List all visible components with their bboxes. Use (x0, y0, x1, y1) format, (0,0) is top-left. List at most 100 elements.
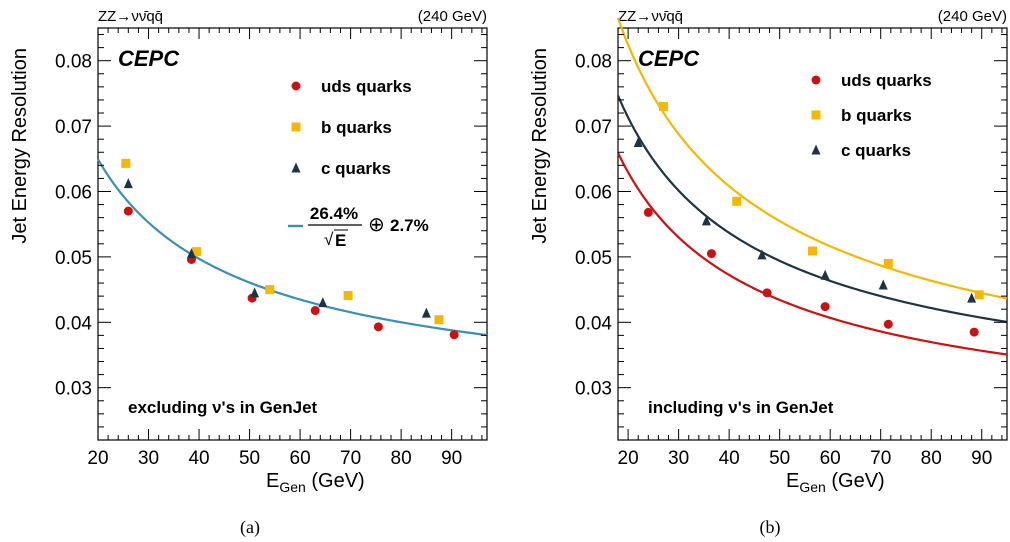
y-tick-label: 0.08 (55, 52, 92, 73)
plot-frame (617, 27, 1008, 441)
fit-curve-2 (616, 95, 1008, 324)
data-point-square (808, 246, 817, 256)
y-tick-label: 0.06 (575, 182, 612, 203)
x-tick-label: 70 (870, 448, 891, 469)
x-tick-label: 90 (441, 448, 462, 469)
data-point-circle (310, 306, 320, 316)
experiment-label: CEPC (118, 46, 180, 71)
chart-title: ZZ→νν̄qq̄ (98, 8, 163, 25)
x-tick-label: 60 (290, 448, 311, 469)
data-point-square (192, 247, 202, 257)
data-point-triangle (250, 287, 260, 298)
data-point-circle (762, 288, 772, 298)
x-tick-label: 70 (340, 448, 361, 469)
data-point-triangle (633, 136, 643, 147)
data-point-square (883, 258, 893, 268)
y-tick-label: 0.05 (575, 248, 612, 269)
y-tick-label: 0.07 (55, 117, 92, 138)
data-point-square (434, 315, 444, 325)
panel-label: (b) (760, 517, 781, 538)
legend-label: c quarks (321, 159, 391, 178)
legend-marker-triangle (291, 162, 301, 173)
oplus-symbol: ⊕ (368, 214, 385, 236)
x-tick-label: 60 (820, 448, 841, 469)
legend-marker-circle (291, 81, 301, 91)
fit-curve-1 (617, 152, 1008, 356)
fit-constant-term: 2.7% (390, 216, 429, 235)
chart-subtitle: (240 GeV) (418, 8, 487, 25)
data-point-triangle (186, 248, 196, 259)
x-tick-label: 20 (618, 448, 639, 469)
legend-label: c quarks (841, 141, 911, 160)
data-point-triangle (123, 178, 133, 189)
x-axis-label-main: E (786, 470, 799, 492)
data-point-circle (883, 319, 893, 329)
fit-stochastic-term: 26.4% (310, 204, 358, 223)
x-axis-label-unit: (GeV) (306, 470, 365, 492)
data-point-triangle (878, 279, 888, 290)
x-axis-label: EGen (GeV) (786, 470, 885, 495)
panel-label: (a) (240, 517, 260, 538)
experiment-label: CEPC (638, 46, 700, 71)
x-tick-label: 30 (138, 448, 159, 469)
sqrt-symbol: √ (324, 230, 334, 249)
x-tick-label: 90 (971, 448, 992, 469)
legend-marker-square (291, 122, 301, 132)
data-point-square (732, 196, 742, 206)
x-axis-label: EGen (GeV) (266, 470, 365, 495)
x-axis-label-unit: (GeV) (826, 470, 885, 492)
fit-curve-1 (97, 158, 488, 337)
data-point-circle (643, 207, 653, 217)
data-point-circle (820, 302, 830, 312)
data-point-triangle (820, 269, 830, 280)
data-point-square (658, 101, 668, 111)
data-point-triangle (701, 215, 711, 226)
y-tick-label: 0.06 (55, 182, 92, 203)
x-tick-label: 50 (239, 448, 260, 469)
x-tick-label: 80 (391, 448, 412, 469)
fit-curve-3 (616, 17, 1008, 300)
data-point-square (265, 285, 275, 295)
x-tick-label: 50 (769, 448, 790, 469)
legend-label: uds quarks (841, 71, 932, 90)
energy-symbol: E (335, 231, 346, 250)
plot-frame (97, 27, 488, 441)
data-point-circle (373, 322, 383, 332)
y-tick-label: 0.08 (575, 52, 612, 73)
data-point-square (974, 290, 984, 300)
y-tick-label: 0.07 (575, 117, 612, 138)
y-axis-label: Jet Energy Resolution (9, 48, 31, 244)
y-axis-label: Jet Energy Resolution (529, 48, 551, 244)
legend-marker-circle (811, 75, 821, 85)
x-tick-label: 20 (87, 448, 108, 469)
x-tick-label: 80 (921, 448, 942, 469)
legend-marker-square (811, 110, 821, 120)
x-tick-label: 30 (668, 448, 689, 469)
chart-panel-1: ZZ→νν̄qq̄ (240 GeV) 20 30 40 50 60 70 80 90 0.03 0.… (9, 8, 488, 538)
data-point-circle (969, 327, 979, 337)
data-point-circle (123, 206, 133, 216)
chart-subtitle: (240 GeV) (938, 8, 1007, 25)
data-point-circle (706, 249, 716, 259)
data-point-triangle (757, 249, 767, 260)
y-tick-label: 0.05 (55, 248, 92, 269)
y-tick-label: 0.03 (55, 379, 92, 400)
x-axis-label-sub: Gen (799, 479, 825, 495)
data-point-circle (449, 330, 459, 340)
x-tick-label: 40 (719, 448, 740, 469)
y-tick-label: 0.03 (575, 379, 612, 400)
data-point-triangle (421, 307, 431, 318)
chart-title: ZZ→νν̄qq̄ (618, 8, 683, 25)
legend-label: b quarks (841, 106, 912, 125)
x-axis-label-main: E (266, 470, 279, 492)
legend-marker-triangle (811, 144, 821, 155)
data-point-square (121, 158, 131, 168)
x-tick-label: 40 (188, 448, 209, 469)
legend-label: b quarks (321, 118, 392, 137)
annotation-label: including ν's in GenJet (648, 398, 834, 417)
data-point-triangle (318, 297, 328, 308)
chart-panel-2: ZZ→νν̄qq̄ (240 GeV) 20 30 40 50 60 70 80 90 0.03 0.… (529, 8, 1008, 538)
annotation-label: excluding ν's in GenJet (128, 398, 318, 417)
x-axis-label-sub: Gen (279, 479, 305, 495)
